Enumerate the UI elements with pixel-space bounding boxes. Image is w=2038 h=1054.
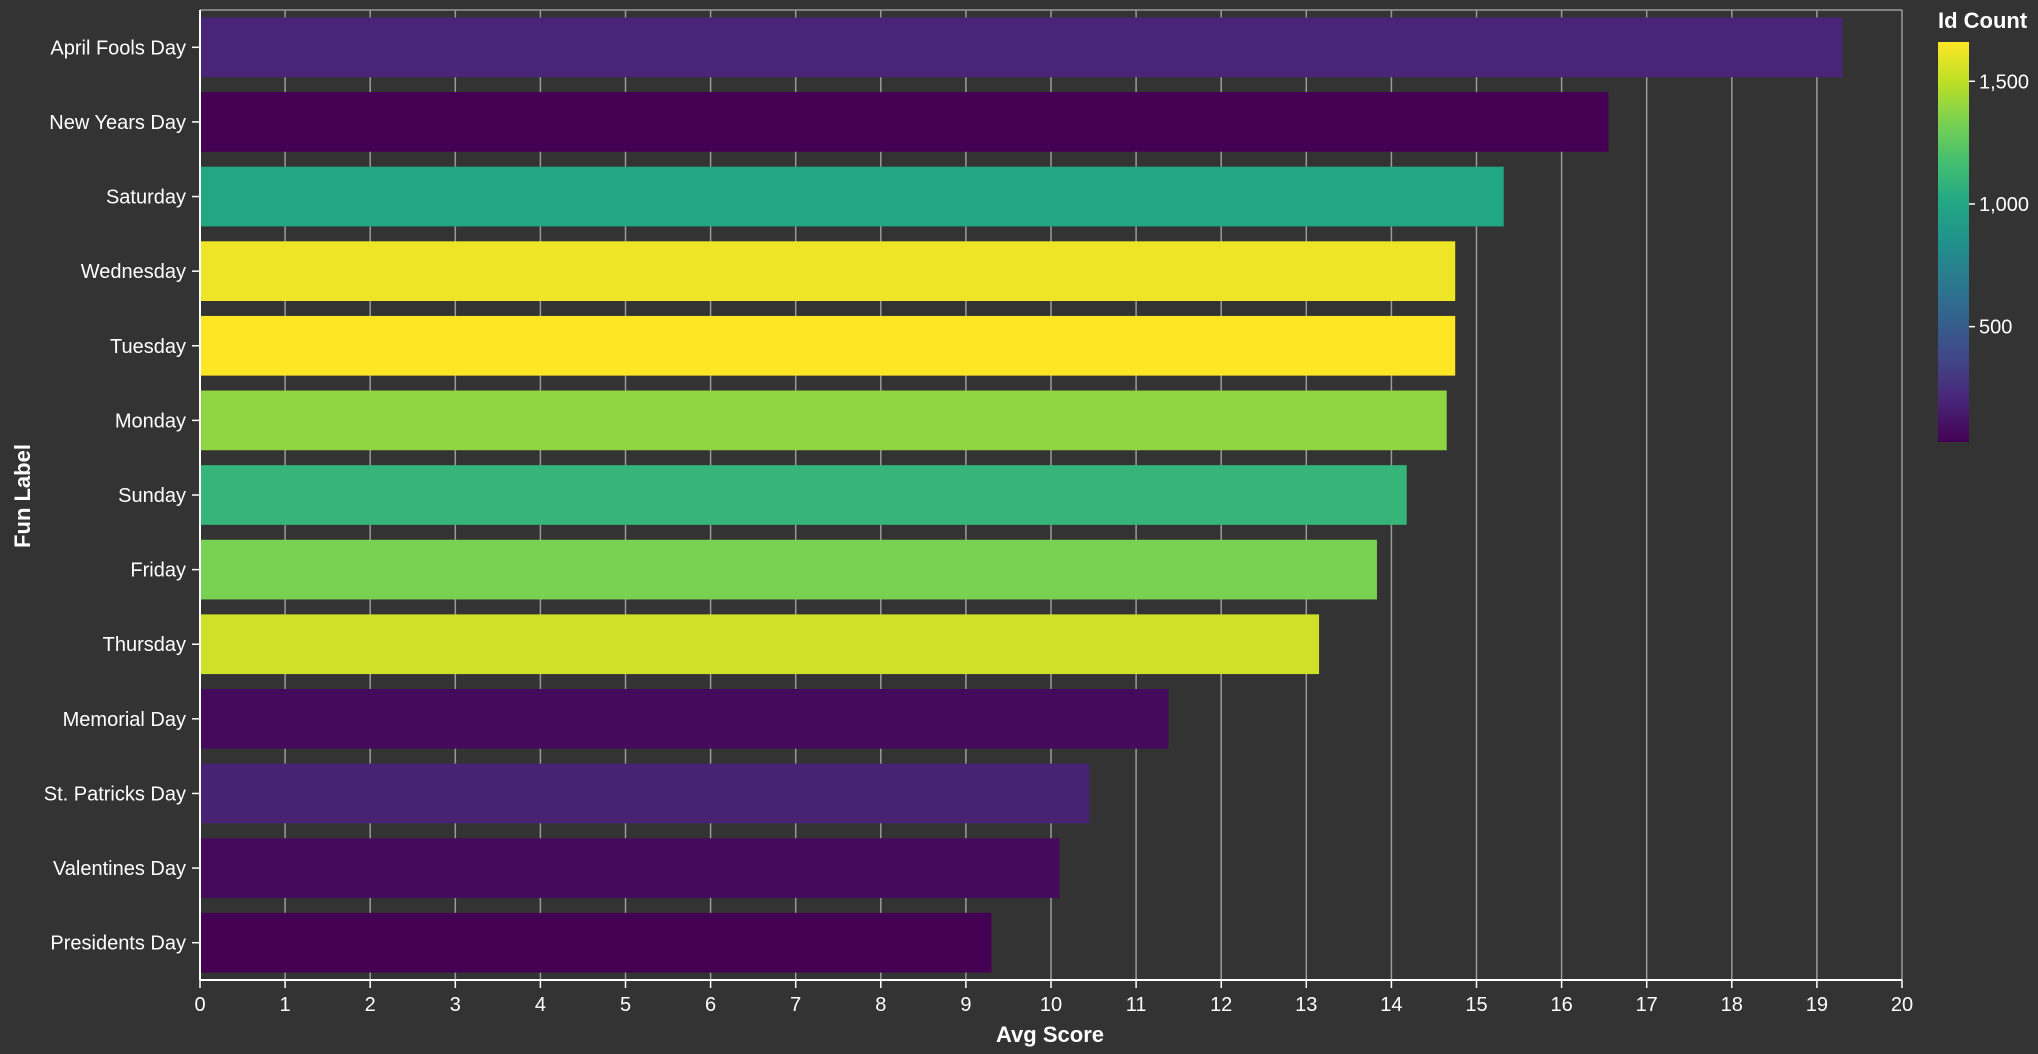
bar [200,241,1456,301]
x-tick-label: 4 [535,994,546,1016]
legend-ticks: 500 1,000 1,500 [1969,71,2029,339]
x-axis-ticks: 0 1 2 3 4 5 6 7 8 9 10 11 12 13 14 15 16 17 18 19 20 [194,980,1913,1016]
bar [200,689,1169,749]
bar [200,614,1320,675]
x-tick-label: 9 [960,994,971,1016]
x-tick-label: 20 [1891,994,1913,1016]
x-axis-title: Avg Score [996,1022,1104,1047]
bar [200,838,1060,898]
bar [200,465,1407,525]
color-legend: Id Count 500 1,000 1,500 [1938,8,2029,442]
bar [200,539,1377,600]
legend-tick-label: 1,500 [1979,71,2029,93]
x-tick-label: 6 [705,994,716,1016]
x-tick-label: 0 [194,994,205,1016]
y-tick-label: April Fools Day [50,37,186,59]
bars [200,17,1843,973]
y-tick-label: Valentines Day [53,858,186,880]
y-axis-title: Fun Label [10,444,35,548]
y-axis-ticks: April Fools Day New Years Day Saturday Wedn… [44,37,200,955]
bar [200,166,1504,227]
y-tick-label: Monday [115,410,186,432]
y-tick-label: Presidents Day [50,933,186,955]
bar [200,17,1843,78]
bar [200,763,1090,824]
legend-gradient-bar [1938,42,1969,442]
y-tick-label: Sunday [118,485,186,507]
x-tick-label: 16 [1550,994,1572,1016]
y-tick-label: St. Patricks Day [44,783,186,805]
x-tick-label: 13 [1295,994,1317,1016]
legend-tick-label: 500 [1979,317,2012,339]
x-tick-label: 8 [875,994,886,1016]
y-tick-label: Thursday [103,634,186,656]
x-tick-label: 12 [1210,994,1232,1016]
x-tick-label: 15 [1465,994,1487,1016]
y-tick-label: Tuesday [110,336,186,358]
bar [200,315,1456,376]
x-tick-label: 10 [1040,994,1062,1016]
bar [200,912,992,973]
y-tick-label: New Years Day [49,112,186,134]
legend-title: Id Count [1938,8,2028,33]
legend-tick-label: 1,000 [1979,194,2029,216]
x-tick-label: 17 [1636,994,1658,1016]
y-tick-label: Friday [130,560,186,582]
bar [200,92,1609,152]
x-tick-label: 7 [790,994,801,1016]
x-tick-label: 1 [280,994,291,1016]
y-tick-label: Saturday [106,187,186,209]
x-tick-label: 14 [1380,994,1402,1016]
x-tick-label: 5 [620,994,631,1016]
x-tick-label: 18 [1721,994,1743,1016]
x-tick-label: 2 [365,994,376,1016]
bar [200,390,1447,451]
y-tick-label: Memorial Day [63,709,186,731]
x-tick-label: 3 [450,994,461,1016]
x-tick-label: 11 [1126,994,1147,1016]
y-tick-label: Wednesday [81,261,186,283]
x-tick-label: 19 [1806,994,1828,1016]
